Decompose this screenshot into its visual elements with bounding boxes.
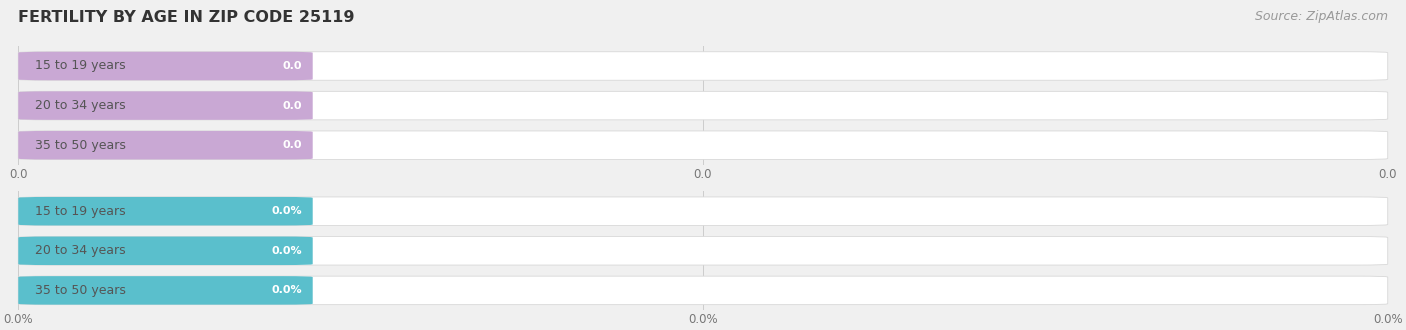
Text: 20 to 34 years: 20 to 34 years xyxy=(35,99,125,112)
Text: 15 to 19 years: 15 to 19 years xyxy=(35,59,125,73)
Text: 20 to 34 years: 20 to 34 years xyxy=(35,244,125,257)
Text: 0.0%: 0.0% xyxy=(271,246,302,256)
Text: 0.0%: 0.0% xyxy=(271,206,302,216)
FancyBboxPatch shape xyxy=(18,91,1388,120)
FancyBboxPatch shape xyxy=(18,131,1388,159)
FancyBboxPatch shape xyxy=(18,52,1388,80)
FancyBboxPatch shape xyxy=(18,276,312,305)
FancyBboxPatch shape xyxy=(18,237,1388,265)
FancyBboxPatch shape xyxy=(18,91,312,120)
FancyBboxPatch shape xyxy=(18,197,1388,225)
Text: 0.0: 0.0 xyxy=(283,101,302,111)
Text: 35 to 50 years: 35 to 50 years xyxy=(35,139,125,152)
Text: 0.0: 0.0 xyxy=(283,140,302,150)
Text: Source: ZipAtlas.com: Source: ZipAtlas.com xyxy=(1254,10,1388,23)
FancyBboxPatch shape xyxy=(18,131,312,159)
FancyBboxPatch shape xyxy=(18,276,1388,305)
Text: 0.0%: 0.0% xyxy=(271,285,302,295)
FancyBboxPatch shape xyxy=(18,237,312,265)
Text: FERTILITY BY AGE IN ZIP CODE 25119: FERTILITY BY AGE IN ZIP CODE 25119 xyxy=(18,10,354,25)
FancyBboxPatch shape xyxy=(18,197,312,225)
Text: 15 to 19 years: 15 to 19 years xyxy=(35,205,125,218)
Text: 35 to 50 years: 35 to 50 years xyxy=(35,284,125,297)
Text: 0.0: 0.0 xyxy=(283,61,302,71)
FancyBboxPatch shape xyxy=(18,52,312,80)
